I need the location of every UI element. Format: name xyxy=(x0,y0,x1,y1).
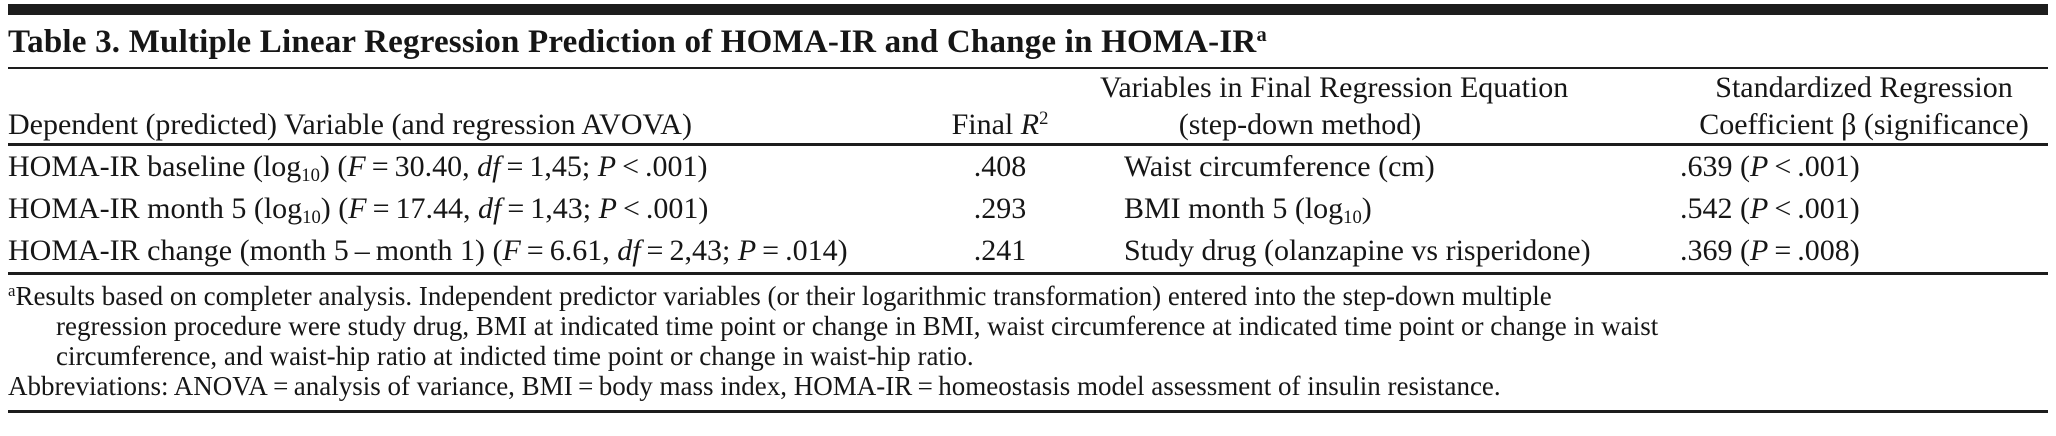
cell-dependent-variable: HOMA-IR month 5 (log10) (F = 17.44, df =… xyxy=(8,192,709,229)
footnote-abbreviations: Abbreviations: ANOVA = analysis of varia… xyxy=(8,371,1501,401)
cell-standardized-coefficient: .369 (P = .008) xyxy=(1680,230,2048,275)
bottom-rule xyxy=(8,410,2048,413)
footnotes-section: aResults based on completer analysis. In… xyxy=(8,275,2048,401)
column-header-standardized-coefficient: Standardized Regression Coefficient β (si… xyxy=(1680,69,2048,146)
cell-standardized-coefficient: .639 (P < .001) xyxy=(1680,150,1860,183)
column-header-final-r2: Final R2 xyxy=(900,69,1100,146)
journal-table-page: Table 3. Multiple Linear Regression Pred… xyxy=(0,4,2056,436)
cell-final-r2: .408 xyxy=(973,150,1027,183)
cell-final-equation-variable: Waist circumference (cm) xyxy=(1124,150,1435,183)
cell-final-r2: .293 xyxy=(973,192,1027,225)
table-row: HOMA-IR baseline (log10) (F = 30.40, df … xyxy=(8,145,2048,189)
footnote-results: aResults based on completer analysis. In… xyxy=(8,280,1659,371)
table-row: HOMA-IR month 5 (log10) (F = 17.44, df =… xyxy=(8,188,2048,230)
table-header: Dependent (predicted) Variable (and regr… xyxy=(8,69,2048,146)
table-row: HOMA-IR change (month 5 – month 1) (F = … xyxy=(8,230,2048,275)
table-title: Table 3. Multiple Linear Regression Pred… xyxy=(8,15,2048,69)
cell-dependent-variable: HOMA-IR baseline (log10) (F = 30.40, df … xyxy=(8,150,708,187)
top-rule xyxy=(8,4,2048,15)
cell-standardized-coefficient: .542 (P < .001) xyxy=(1680,192,1860,225)
table-body: HOMA-IR baseline (log10) (F = 30.40, df … xyxy=(8,145,2048,275)
header-row: Dependent (predicted) Variable (and regr… xyxy=(8,69,2048,146)
cell-final-equation-variable: BMI month 5 (log10) xyxy=(1124,192,1372,229)
column-header-dependent-variable: Dependent (predicted) Variable (and regr… xyxy=(8,69,900,146)
column-header-variables-final-equation: Variables in Final Regression Equation (s… xyxy=(1100,69,1680,146)
cell-final-equation-variable: Study drug (olanzapine vs risperidone) xyxy=(1100,230,1680,275)
cell-final-r2: .241 xyxy=(900,230,1100,275)
regression-table: Dependent (predicted) Variable (and regr… xyxy=(8,69,2048,275)
cell-dependent-variable: HOMA-IR change (month 5 – month 1) (F = … xyxy=(8,230,900,275)
